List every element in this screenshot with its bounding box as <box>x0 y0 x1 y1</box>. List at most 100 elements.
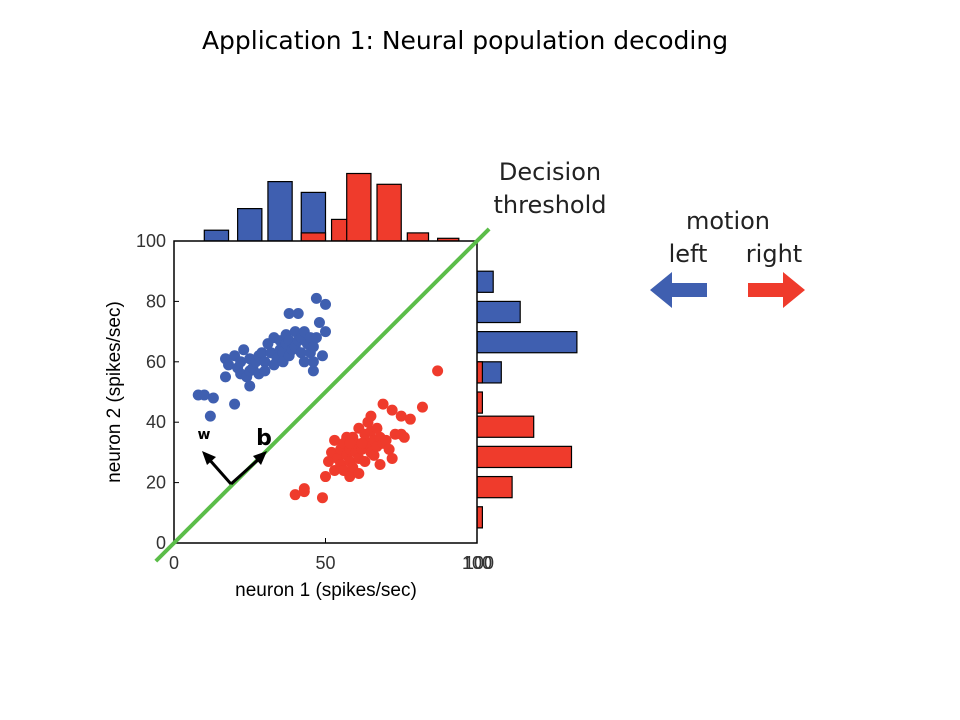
scatter-point-right <box>365 410 377 422</box>
motion-legend: motion left right <box>650 207 805 308</box>
scatter-point-left <box>320 326 331 338</box>
left-arrow-icon <box>650 272 707 308</box>
y-tick-label: 100 <box>136 231 166 251</box>
y-histogram-bar-right <box>476 445 573 469</box>
x-histogram-bar-right <box>406 232 430 242</box>
y-tick-label: 20 <box>146 473 166 493</box>
scatter-point-right <box>320 471 331 483</box>
scatter-point-right <box>386 452 398 464</box>
scatter-point-left <box>316 350 328 362</box>
y-tick-label: 80 <box>146 291 166 311</box>
scatter-point-right <box>353 468 365 480</box>
scatter-point-left <box>223 359 235 371</box>
decision-threshold-line <box>154 227 491 563</box>
scatter-point-right <box>323 455 335 467</box>
scatter-point-right <box>359 455 371 467</box>
x-axis-label: neuron 1 (spikes/sec) <box>235 580 417 601</box>
scatter-point-left <box>310 332 322 344</box>
scatter-point-right <box>404 413 416 425</box>
y-tick-label: 0 <box>156 533 166 553</box>
threshold-label-line1: Decision <box>499 158 601 186</box>
scatter-point-left <box>244 380 256 392</box>
scatter-point-right <box>432 365 444 377</box>
scatter-point-left <box>229 398 241 410</box>
vector-w-arrowhead <box>202 451 216 465</box>
weight-vectors: w b <box>198 426 272 486</box>
scatter-point-right <box>344 471 356 483</box>
threshold-label-line2: threshold <box>493 191 606 219</box>
scatter-point-right <box>329 434 341 446</box>
scatter-point-left <box>207 392 219 404</box>
scatter-point-right <box>398 431 410 443</box>
x-histogram-bar-left <box>237 208 263 242</box>
y-tick-label: 40 <box>146 412 166 432</box>
scatter-point-right <box>289 489 301 501</box>
scatter-point-left <box>204 410 216 422</box>
y-axis-label: neuron 2 (spikes/sec) <box>104 301 125 483</box>
slide-title: Application 1: Neural population decodin… <box>201 26 729 55</box>
scatter-point-right <box>368 449 380 461</box>
scatter-point-left <box>235 356 247 368</box>
scatter-point-right <box>356 437 368 449</box>
scatter-point-left <box>256 347 268 359</box>
x-histogram-bar-right <box>376 183 402 242</box>
scatter-point-right <box>395 410 407 422</box>
y-histogram-bar-right <box>476 475 513 499</box>
scatter-point-left <box>238 344 250 356</box>
x-histogram-bar-right <box>300 232 327 242</box>
scatter-point-left <box>292 307 304 319</box>
scatter-point-right <box>298 486 310 498</box>
scatter-point-left <box>313 317 325 329</box>
x-tick-label: 100 <box>462 553 492 573</box>
scatter-point-left <box>307 365 319 377</box>
y-histogram-bar-right <box>476 415 535 438</box>
scatter-point-left <box>259 356 271 368</box>
legend-left-label: left <box>669 240 708 268</box>
scatter-point-right <box>371 422 383 434</box>
scatter-point-left <box>283 307 295 319</box>
scatter-point-left <box>307 341 319 353</box>
legend-right-label: right <box>746 240 802 268</box>
scatter-point-right <box>377 398 389 410</box>
scatter-point-right <box>380 434 392 446</box>
vector-w-label: w <box>198 427 211 443</box>
scatter-point-left <box>295 347 307 359</box>
y-histogram-bar-right <box>476 391 484 414</box>
vector-b-arrowhead <box>253 451 267 465</box>
x-histogram-bar-left <box>203 229 230 242</box>
y-tick-label: 60 <box>146 352 166 372</box>
x-marginal-histogram <box>203 172 460 242</box>
x-tick-label: 50 <box>315 553 335 573</box>
scatter-point-right <box>316 492 328 504</box>
y-histogram-bar-left <box>476 270 494 293</box>
scatter-points <box>192 292 444 504</box>
scatter-point-left <box>259 365 271 377</box>
scatter-point-right <box>374 458 386 470</box>
legend-title: motion <box>686 207 770 235</box>
y-histogram-bar-right <box>476 506 484 529</box>
y-histogram-bar-left <box>476 331 578 354</box>
x-histogram-bar-left <box>267 181 293 242</box>
y-histogram-bar-left <box>476 300 521 324</box>
scatter-point-left <box>310 292 322 304</box>
scatter-point-right <box>416 401 428 413</box>
right-arrow-icon <box>748 272 805 308</box>
scatter-point-left <box>307 356 319 368</box>
y-marginal-histogram <box>476 270 578 529</box>
scatter-point-right <box>344 437 356 449</box>
scatter-point-left <box>298 356 310 368</box>
scatter-point-left <box>320 298 331 310</box>
scatter-point-right <box>386 404 398 416</box>
vector-b-label: b <box>256 426 272 451</box>
vector-b-arrow <box>229 456 262 486</box>
scatter-point-left <box>198 389 210 401</box>
y-histogram-tick-label: 100 <box>464 553 494 573</box>
scatter-point-left <box>220 371 232 383</box>
y-histogram-bar-right <box>476 361 484 384</box>
x-tick-label: 0 <box>169 553 179 573</box>
x-histogram-bar-right <box>346 172 372 242</box>
scatter-point-right <box>383 443 395 455</box>
vector-w-arrow <box>206 457 233 485</box>
